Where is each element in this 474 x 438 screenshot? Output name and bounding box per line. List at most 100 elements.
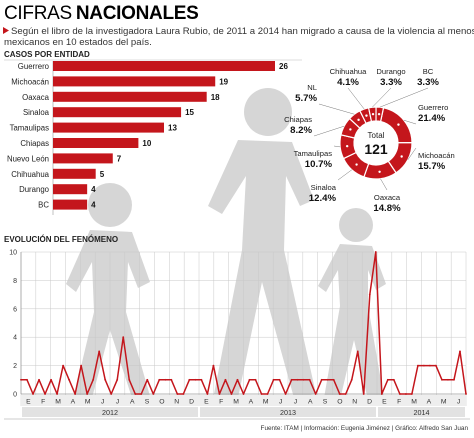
series-point bbox=[290, 378, 293, 381]
series-point bbox=[176, 393, 179, 395]
x-month-label: N bbox=[352, 399, 357, 406]
donut-center-value: 121 bbox=[364, 141, 388, 157]
line-chart: EVOLUCIÓN DEL FENÓMENO 0 2 4 6 8 10 E F M A M J J A S O… bbox=[4, 235, 467, 417]
series-point bbox=[344, 393, 347, 395]
y-tick-label: 6 bbox=[13, 306, 17, 313]
donut-leader-line bbox=[313, 125, 345, 137]
series-point bbox=[86, 393, 89, 395]
walking-family-silhouette-icon bbox=[66, 88, 386, 400]
bar bbox=[53, 91, 207, 102]
series-point bbox=[152, 393, 155, 395]
series-point bbox=[320, 378, 323, 381]
donut-slice-dot bbox=[345, 144, 349, 148]
credits: Fuente: ITAM | Información: Eugenia Jimé… bbox=[261, 425, 469, 432]
donut-slice-label: Chiapas bbox=[284, 115, 312, 124]
series-point bbox=[218, 393, 221, 395]
x-month-label: O bbox=[159, 399, 164, 406]
series-point bbox=[158, 378, 161, 381]
x-month-label: O bbox=[337, 399, 342, 406]
bar-value-label: 15 bbox=[185, 108, 194, 117]
series-point bbox=[56, 393, 58, 395]
series-point bbox=[140, 393, 143, 395]
bar-category-label: Guerrero bbox=[18, 62, 50, 71]
series-point bbox=[26, 378, 28, 381]
donut-slice-pct: 3.3% bbox=[380, 77, 402, 88]
bar-category-label: Chiapas bbox=[20, 139, 49, 148]
bar-chart: CASOS POR ENTIDAD Guerrero 26 Michoacán 19 O… bbox=[4, 50, 302, 215]
bar-category-label: Tamaulipas bbox=[10, 124, 50, 133]
series-point bbox=[38, 378, 40, 381]
month-band bbox=[21, 395, 466, 406]
series-point bbox=[110, 393, 113, 395]
series-point bbox=[128, 378, 131, 381]
series-point bbox=[410, 393, 413, 395]
bar bbox=[53, 138, 139, 148]
series-point bbox=[104, 378, 107, 381]
donut-slice-label: Chihuahua bbox=[330, 67, 368, 76]
series-point bbox=[230, 393, 233, 395]
x-month-label: E bbox=[204, 399, 209, 406]
bar bbox=[53, 153, 113, 164]
line-chart-title: EVOLUCIÓN DEL FENÓMENO bbox=[4, 235, 118, 244]
series-point bbox=[459, 350, 461, 353]
bar-category-label: Michoacán bbox=[11, 77, 49, 86]
donut-center-label: Total bbox=[368, 131, 385, 140]
series-point bbox=[134, 393, 137, 395]
donut-slice-pct: 21.4% bbox=[418, 113, 446, 124]
year-band bbox=[22, 407, 198, 417]
x-month-label: S bbox=[145, 399, 150, 406]
series-point bbox=[50, 378, 52, 381]
series-point bbox=[146, 378, 149, 381]
series-point bbox=[416, 364, 419, 367]
series-point bbox=[453, 378, 455, 381]
x-month-label: D bbox=[367, 399, 372, 406]
bar-chart-title: CASOS POR ENTIDAD bbox=[4, 50, 90, 59]
donut-slice-label: Durango bbox=[376, 67, 405, 76]
y-tick-label: 4 bbox=[13, 335, 17, 342]
donut-slice-dot bbox=[377, 112, 381, 116]
series-point bbox=[164, 378, 167, 381]
series-point bbox=[74, 393, 77, 395]
donut-slice-dot bbox=[397, 123, 400, 126]
donut-slice-dot bbox=[371, 112, 375, 116]
series-point bbox=[206, 393, 209, 395]
bar-category-label: BC bbox=[38, 201, 49, 210]
donut-leader-line bbox=[337, 169, 353, 181]
series-point bbox=[62, 364, 64, 367]
series-point bbox=[80, 364, 83, 367]
subtitle-line2: mexicanos en 10 estados del país. bbox=[4, 37, 152, 48]
series-point bbox=[20, 378, 22, 381]
series-point bbox=[308, 378, 311, 381]
series-point bbox=[170, 378, 173, 381]
series-point bbox=[435, 364, 437, 367]
x-month-label: J bbox=[279, 399, 282, 406]
x-month-label: J bbox=[116, 399, 119, 406]
x-month-label: E bbox=[26, 399, 31, 406]
series-point bbox=[278, 378, 281, 381]
donut-slice-label: Oaxaca bbox=[374, 193, 401, 202]
series-point bbox=[284, 393, 287, 395]
bar-category-label: Oaxaca bbox=[22, 93, 50, 102]
donut-slice-dot bbox=[378, 170, 381, 173]
series-point bbox=[182, 393, 185, 395]
donut-slice-dot bbox=[349, 128, 352, 131]
x-month-label: S bbox=[323, 399, 328, 406]
x-month-label: M bbox=[263, 399, 269, 406]
bar-category-label: Sinaloa bbox=[23, 108, 50, 117]
x-month-label: M bbox=[233, 399, 239, 406]
donut-leader-line bbox=[318, 103, 355, 115]
series-point bbox=[338, 393, 341, 395]
bar bbox=[53, 122, 164, 133]
series-point bbox=[356, 350, 359, 353]
bar-value-label: 4 bbox=[91, 201, 96, 210]
series-point bbox=[260, 393, 263, 395]
series-point bbox=[386, 378, 389, 381]
bullet-arrow-icon bbox=[3, 27, 9, 34]
series-point bbox=[332, 378, 335, 381]
year-band bbox=[378, 407, 465, 417]
donut-slice-pct: 4.1% bbox=[337, 77, 359, 88]
y-tick-label: 0 bbox=[13, 392, 17, 399]
donut-leader-line bbox=[380, 178, 388, 191]
